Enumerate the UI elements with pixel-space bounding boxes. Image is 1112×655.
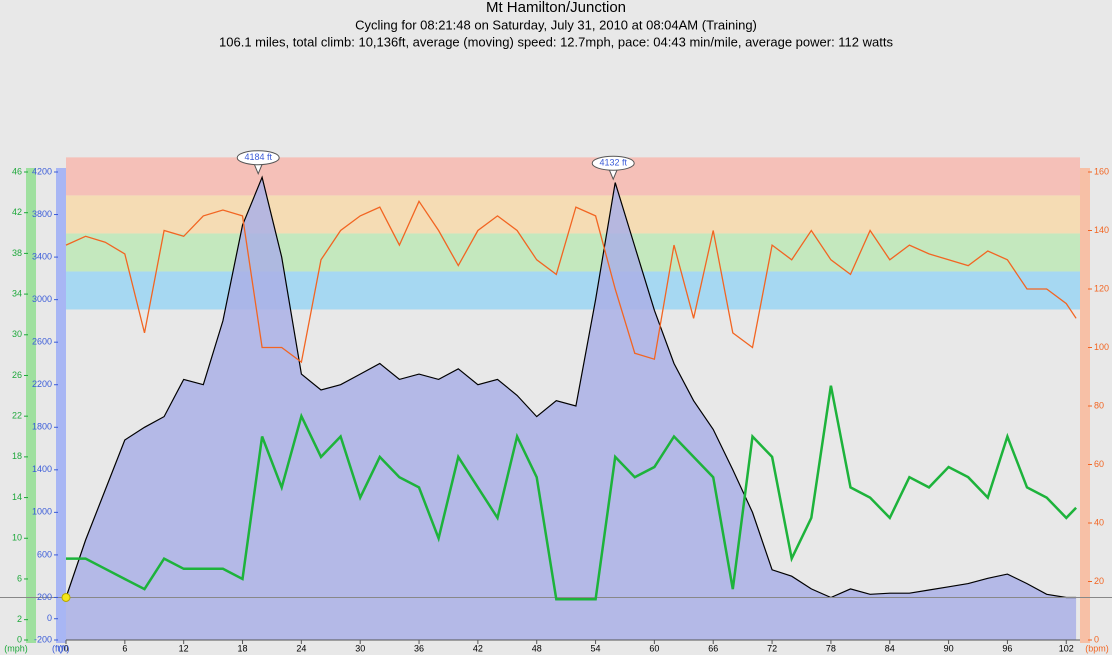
y-tick-label: 34 [12, 288, 22, 298]
x-tick-label: 36 [414, 643, 424, 653]
x-tick-label: 72 [767, 643, 777, 653]
chart-title: Mt Hamilton/Junction [486, 0, 626, 16]
x-tick-label: 66 [708, 643, 718, 653]
y-tick-label: 26 [12, 370, 22, 380]
y-tick-label: 2200 [32, 379, 52, 389]
x-tick-label: 84 [885, 643, 895, 653]
y-tick-label: 18 [12, 451, 22, 461]
hr-zone [66, 233, 1080, 272]
hr-line [65, 199, 1077, 364]
x-tick-label: 12 [179, 643, 189, 653]
y-tick-label: 60 [1094, 459, 1104, 469]
x-tick-label: 60 [649, 643, 659, 653]
chart-subtitle: Cycling for 08:21:48 on Saturday, July 3… [355, 17, 757, 32]
x-tick-label: 24 [296, 643, 306, 653]
y-axis-label: (mph) [4, 643, 28, 653]
elevation-line [65, 175, 1077, 599]
y-axis-label: (ft) [59, 643, 70, 653]
y-tick-label: 1000 [32, 507, 52, 517]
x-tick-label: 6 [122, 643, 127, 653]
y-tick-label: 120 [1094, 283, 1109, 293]
elevation-area [66, 177, 1077, 641]
y-tick-label: 1400 [32, 464, 52, 474]
x-tick-label: 0 [63, 643, 68, 653]
y-tick-label: 80 [1094, 400, 1104, 410]
y-tick-label: 160 [1094, 166, 1109, 176]
hr-zone [66, 271, 1080, 310]
x-tick-label: 96 [1002, 643, 1012, 653]
y-tick-label: 3000 [32, 294, 52, 304]
x-tick-label: 42 [473, 643, 483, 653]
start-marker [61, 592, 71, 602]
y-tick-label: 140 [1094, 225, 1109, 235]
x-tick-label: 48 [532, 643, 542, 653]
chart-subtitle: 106.1 miles, total climb: 10,136ft, aver… [219, 34, 893, 49]
hr-zone [66, 157, 1080, 196]
y-tick-label: 0 [47, 613, 52, 623]
x-tick-label: 18 [238, 643, 248, 653]
y-tick-label: 3800 [32, 209, 52, 219]
y-tick-label: 38 [12, 248, 22, 258]
y-tick-label: 2 [17, 614, 22, 624]
x-tick-label: 102 [1059, 643, 1074, 653]
y-tick-label: 200 [37, 592, 52, 602]
callout-label: 4132 ft [599, 158, 627, 168]
y-tick-label: 1800 [32, 422, 52, 432]
speed-line [66, 385, 1078, 601]
y-tick-label: 0 [17, 634, 22, 644]
y-tick-label: 10 [12, 533, 22, 543]
callout [236, 150, 280, 166]
y-axis-label: (bpm) [1085, 643, 1109, 653]
y-tick-label: 4200 [32, 166, 52, 176]
y-tick-label: 42 [12, 207, 22, 217]
y-tick-label: 3400 [32, 251, 52, 261]
y-tick-label: 20 [1094, 576, 1104, 586]
y-tick-label: 22 [12, 411, 22, 421]
mph-axis-bar [26, 168, 36, 643]
y-tick-label: 100 [1094, 342, 1109, 352]
y-tick-label: 30 [12, 329, 22, 339]
y-tick-label: 2600 [32, 337, 52, 347]
y-tick-label: -200 [34, 634, 52, 644]
x-tick-label: 78 [826, 643, 836, 653]
ft-axis-bar [56, 168, 66, 643]
y-tick-label: 600 [37, 549, 52, 559]
y-tick-label: 6 [17, 573, 22, 583]
y-tick-label: 40 [1094, 517, 1104, 527]
x-tick-label: 90 [944, 643, 954, 653]
callout [591, 155, 635, 171]
y-tick-label: 14 [12, 492, 22, 502]
hr-zone [66, 195, 1080, 234]
y-tick-label: 0 [1094, 634, 1099, 644]
bpm-axis-bar [1080, 168, 1090, 643]
y-tick-label: 46 [12, 166, 22, 176]
x-tick-label: 30 [355, 643, 365, 653]
x-tick-label: 54 [591, 643, 601, 653]
callout-label: 4184 ft [244, 152, 272, 162]
x-axis-label: (ft) [52, 643, 63, 653]
